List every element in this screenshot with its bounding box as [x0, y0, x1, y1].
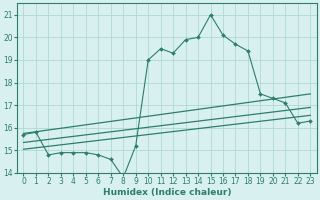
X-axis label: Humidex (Indice chaleur): Humidex (Indice chaleur): [103, 188, 231, 197]
